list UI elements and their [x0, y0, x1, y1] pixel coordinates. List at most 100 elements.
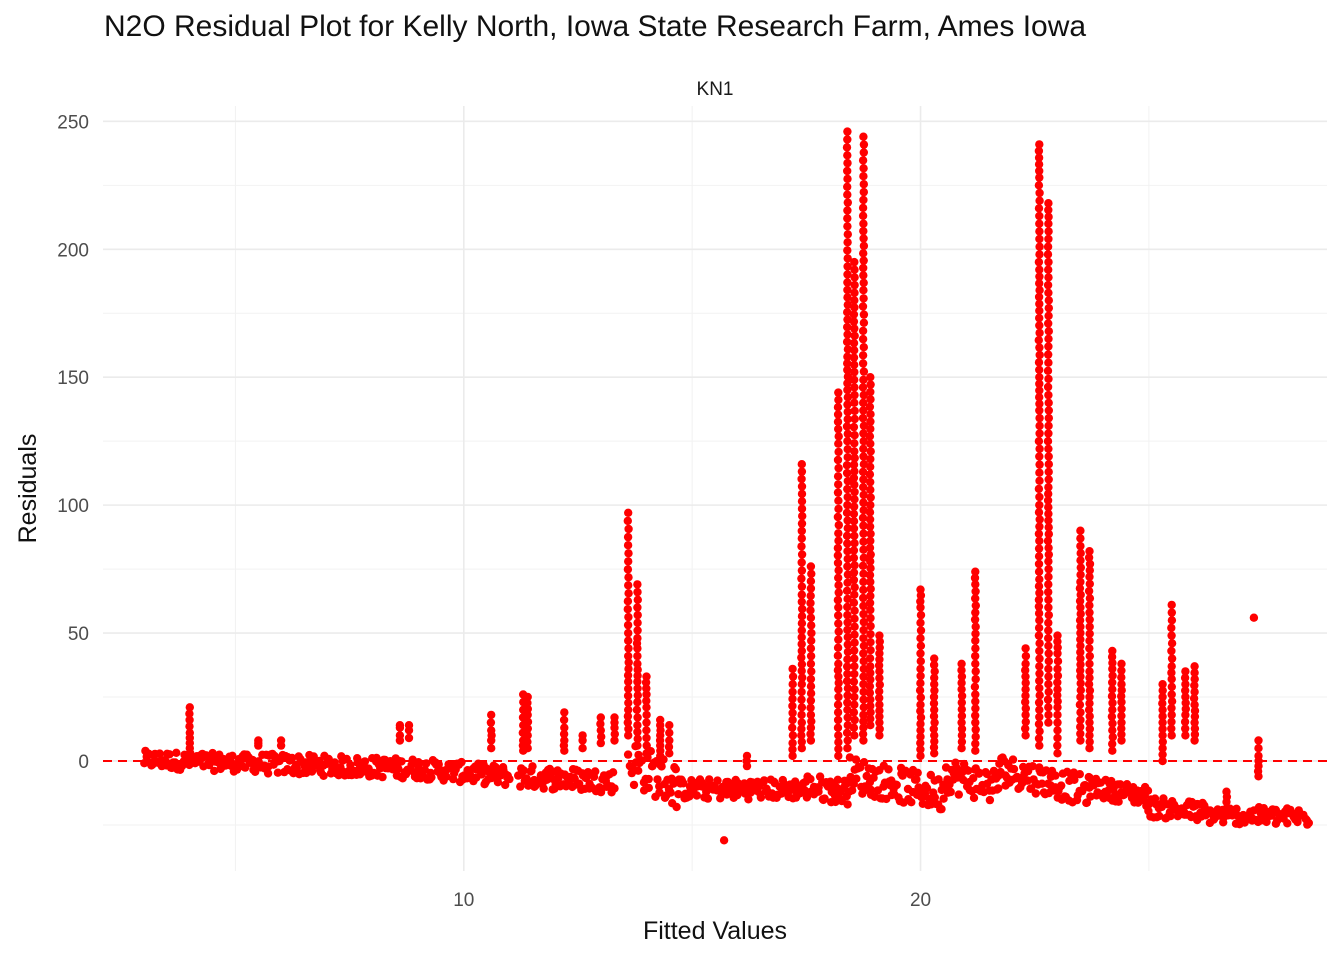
- data-point: [834, 529, 843, 538]
- data-point: [434, 760, 443, 769]
- data-point: [1053, 726, 1062, 735]
- data-point: [866, 668, 875, 678]
- data-point: [1043, 496, 1053, 505]
- data-point: [797, 695, 806, 704]
- data-point: [865, 598, 875, 608]
- data-point: [1035, 654, 1044, 663]
- data-point: [1180, 673, 1190, 682]
- data-point: [806, 723, 816, 732]
- data-point: [843, 655, 852, 664]
- data-point: [1044, 672, 1053, 681]
- y-axis-title: Residuals: [14, 434, 42, 544]
- data-point: [806, 659, 816, 668]
- data-point: [656, 726, 665, 735]
- data-point: [970, 682, 980, 691]
- data-point: [263, 769, 273, 778]
- data-point: [865, 543, 875, 552]
- data-point: [929, 692, 939, 702]
- data-point: [834, 463, 843, 473]
- data-point: [834, 536, 843, 545]
- data-point: [849, 708, 859, 717]
- data-point: [623, 620, 633, 630]
- data-point: [907, 798, 916, 807]
- data-point: [859, 687, 868, 697]
- data-point: [866, 529, 875, 538]
- facet-strip-label: KN1: [697, 79, 734, 100]
- data-point: [1009, 764, 1019, 774]
- data-point: [1044, 205, 1053, 215]
- data-point: [1075, 700, 1085, 709]
- data-point: [834, 496, 843, 505]
- data-point: [797, 639, 806, 649]
- data-point: [859, 736, 868, 745]
- data-point: [1021, 731, 1030, 740]
- data-point: [1053, 637, 1062, 646]
- data-point: [623, 712, 633, 721]
- data-point: [982, 769, 992, 779]
- data-point: [1085, 712, 1094, 721]
- data-point: [633, 713, 642, 722]
- data-point: [833, 666, 843, 675]
- data-point: [1085, 644, 1094, 653]
- data-point: [1167, 674, 1176, 684]
- data-point: [1143, 786, 1153, 795]
- data-point: [1034, 698, 1044, 707]
- data-point: [834, 447, 843, 457]
- data-point: [797, 497, 807, 506]
- data-point: [850, 606, 859, 615]
- data-point: [788, 687, 797, 697]
- data-point: [916, 726, 925, 735]
- data-point: [850, 590, 859, 599]
- data-point: [866, 454, 875, 464]
- data-point: [929, 743, 939, 752]
- data-point: [1085, 566, 1095, 575]
- data-point: [1117, 711, 1126, 720]
- data-point: [633, 610, 642, 620]
- data-point: [834, 619, 843, 628]
- data-point: [859, 680, 868, 689]
- data-point: [1085, 636, 1094, 645]
- data-point: [797, 626, 806, 635]
- data-point: [1117, 673, 1126, 682]
- data-point: [850, 669, 859, 679]
- data-point: [1117, 724, 1126, 733]
- data-point: [848, 786, 857, 795]
- data-point: [1035, 712, 1044, 722]
- data-point: [1044, 523, 1053, 532]
- data-point: [806, 689, 816, 698]
- data-point: [859, 609, 868, 619]
- data-point: [624, 636, 633, 645]
- data-point: [959, 775, 968, 785]
- data-point: [1167, 690, 1176, 699]
- data-point: [1035, 676, 1044, 685]
- data-point: [427, 773, 436, 782]
- data-point: [843, 254, 852, 263]
- data-point: [1035, 522, 1044, 531]
- data-point: [843, 429, 852, 439]
- data-point: [971, 674, 980, 684]
- data-point: [539, 784, 548, 793]
- data-point: [633, 626, 642, 635]
- data-point: [875, 667, 884, 676]
- data-point: [843, 246, 852, 255]
- data-point: [1167, 608, 1177, 617]
- data-point: [797, 597, 806, 606]
- data-point: [1158, 724, 1167, 734]
- data-point: [1108, 646, 1117, 656]
- data-point: [1021, 659, 1030, 668]
- data-point: [859, 585, 868, 595]
- data-point: [1044, 657, 1054, 666]
- data-point: [797, 504, 807, 513]
- data-point: [849, 317, 859, 326]
- data-point: [859, 483, 868, 492]
- data-point: [1044, 334, 1053, 343]
- data-point: [1034, 595, 1044, 604]
- data-point: [624, 508, 633, 517]
- data-point: [1076, 628, 1085, 638]
- data-point: [930, 667, 939, 676]
- data-point: [957, 666, 966, 675]
- data-point: [1075, 770, 1085, 779]
- data-point: [1044, 529, 1054, 539]
- data-point: [1158, 750, 1167, 759]
- data-point: [1076, 556, 1085, 565]
